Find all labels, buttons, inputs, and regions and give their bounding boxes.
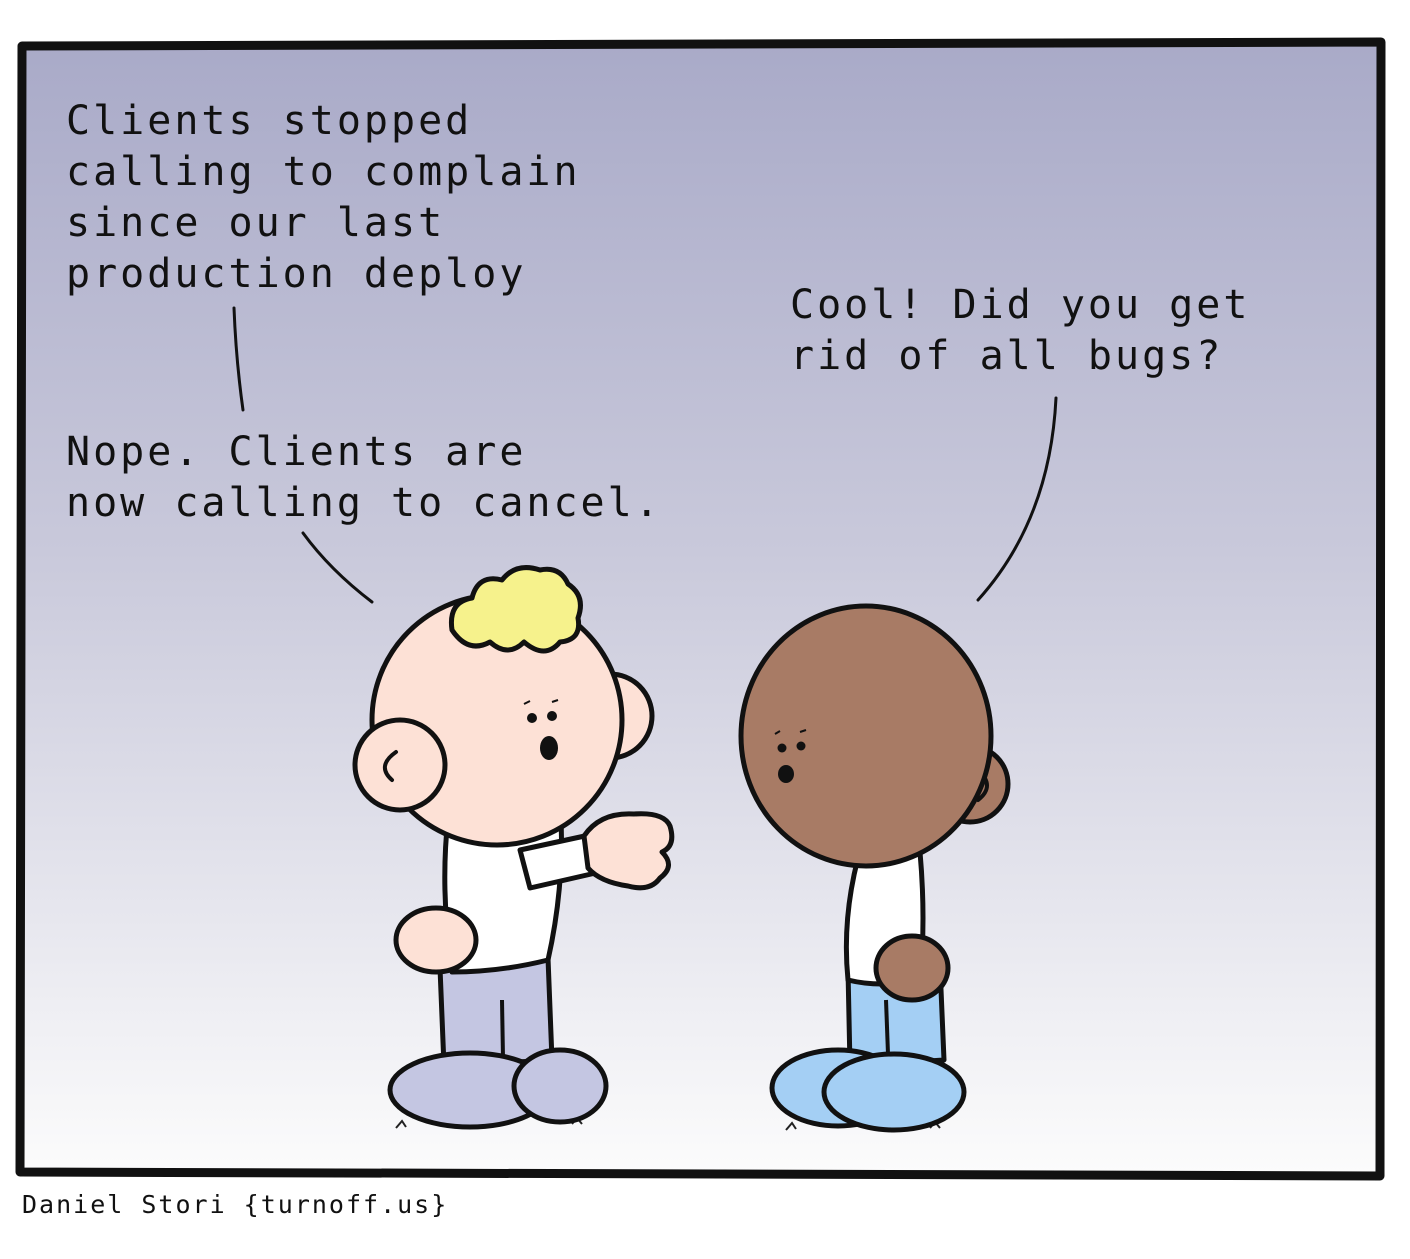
left-character-face — [523, 699, 559, 760]
character-left — [352, 565, 675, 1130]
right-character-hand-back — [873, 933, 951, 1003]
left-character-ear — [352, 717, 448, 813]
speech-tail-top — [232, 306, 245, 412]
character-right — [738, 603, 1011, 1133]
right-character-head — [738, 603, 994, 869]
panel-background — [20, 42, 1381, 1176]
left-character-hand-back — [393, 905, 479, 975]
speech-nope-cancel: Nope. Clients are now calling to cancel. — [66, 429, 662, 526]
speech-tail-right — [976, 396, 1058, 602]
speech-clients-stopped: Clients stopped calling to complain sinc… — [66, 98, 581, 297]
left-character-foot-right — [511, 1047, 609, 1125]
left-character-hair — [448, 565, 583, 654]
right-character-face — [774, 729, 807, 783]
speech-tail-left — [301, 531, 374, 604]
speech-cool-bugs: Cool! Did you get rid of all bugs? — [790, 282, 1251, 379]
left-character-hand-open — [581, 811, 675, 891]
right-character-foot-right — [821, 1051, 967, 1133]
panel-border — [15, 37, 1386, 1181]
author-credit: Daniel Stori {turnoff.us} — [22, 1190, 449, 1219]
